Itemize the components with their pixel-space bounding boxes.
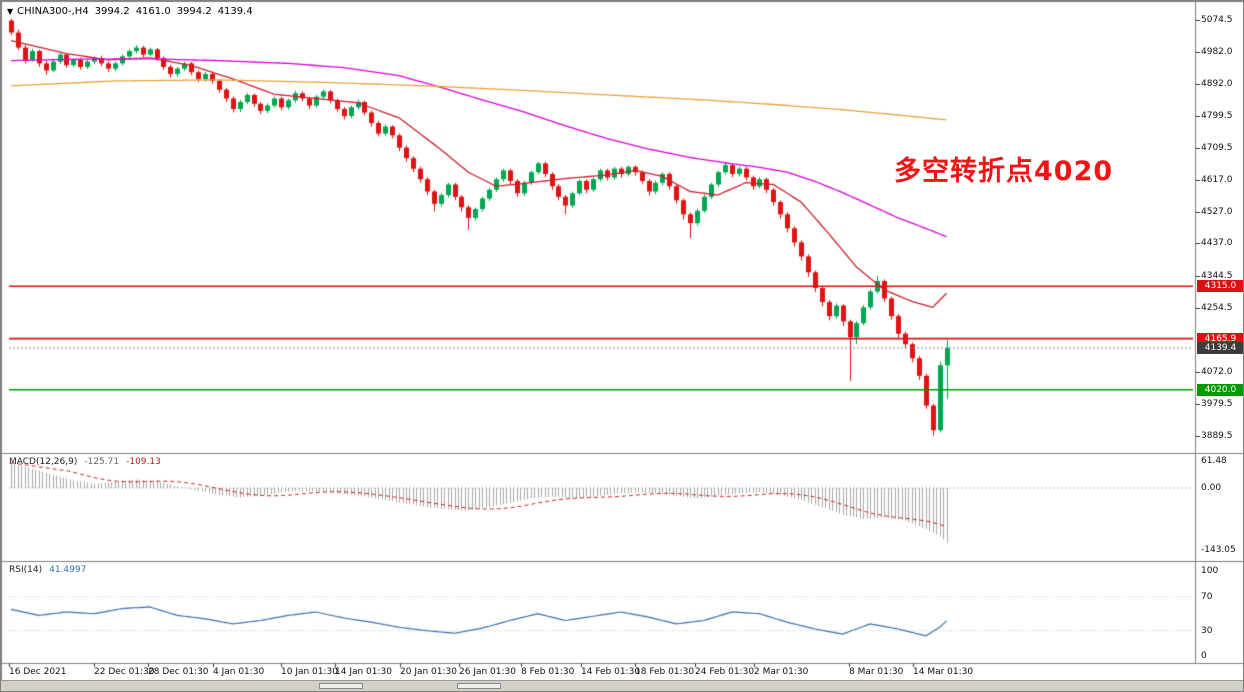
symbol-dropdown-icon[interactable]: ▼ <box>7 7 14 16</box>
annotation-text[interactable]: 多空转折点4020 <box>894 156 1114 187</box>
rsi-value: 41.4997 <box>49 565 87 575</box>
ohlc-low: 3994.2 <box>176 6 212 17</box>
ohlc-open: 3994.2 <box>94 6 130 17</box>
bottom-tab-1[interactable] <box>319 683 363 689</box>
bottom-bar <box>1 680 1243 691</box>
ohlc-close: 4139.4 <box>217 6 253 17</box>
macd-title: MACD(12,26,9) <box>9 457 78 467</box>
macd-main-value: -125.71 <box>84 457 120 467</box>
chart-header: ▼ CHINA300-,H4 3994.2 4161.0 3994.2 4139.4 <box>7 6 253 17</box>
ohlc-high: 4161.0 <box>135 6 171 17</box>
rsi-title: RSI(14) <box>9 565 43 575</box>
macd-signal-value: -109.13 <box>126 457 161 467</box>
rsi-indicator-label: RSI(14) 41.4997 <box>9 565 86 575</box>
macd-indicator-label: MACD(12,26,9) -125.71 -109.13 <box>9 457 161 467</box>
bottom-tab-2[interactable] <box>457 683 501 689</box>
symbol-period-label: CHINA300-,H4 <box>17 6 89 17</box>
